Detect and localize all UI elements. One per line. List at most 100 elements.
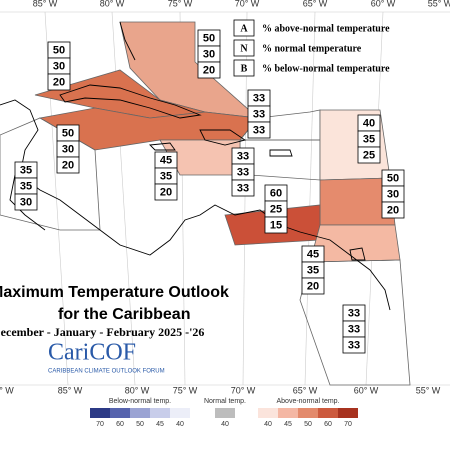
probability: 30 (20, 196, 32, 208)
colorbar-cell (338, 408, 358, 418)
prob-box (14, 193, 38, 211)
longitude-label: 65° W (303, 0, 328, 8)
longitude-label: 80° W (125, 385, 150, 395)
subtitle: December - January - February 2025 -'26 (0, 325, 204, 339)
prob-box (357, 146, 381, 164)
probability: 35 (20, 180, 32, 192)
longitude-label: 70° W (231, 385, 256, 395)
colorbar-label: Above-normal temp. (276, 398, 339, 405)
key-letter: A (240, 23, 248, 34)
probability: 33 (253, 92, 265, 104)
probability: 33 (253, 108, 265, 120)
key-letter: B (241, 63, 248, 74)
colorbar-tick: 40 (176, 421, 184, 428)
colorbar-cell (258, 408, 278, 418)
key-text: % normal temperature (262, 43, 362, 54)
prob-box (56, 156, 80, 174)
colorbar-cell (215, 408, 235, 418)
colorbar-cell (318, 408, 338, 418)
colorbar-label: Normal temp. (204, 398, 246, 405)
probability: 30 (53, 60, 65, 72)
colorbar-tick: 70 (344, 421, 352, 428)
probability: 20 (160, 186, 172, 198)
probability: 33 (348, 323, 360, 335)
prob-box (381, 201, 405, 219)
colorbar-tick: 60 (116, 421, 124, 428)
longitude-label: 75° W (173, 385, 198, 395)
colorbar-tick: 60 (324, 421, 332, 428)
probability: 35 (20, 164, 32, 176)
prob-box (47, 73, 71, 91)
logo-subtitle: CARIBBEAN CLIMATE OUTLOOK FORUM (48, 369, 165, 375)
title: for the Caribbean (58, 306, 190, 323)
prob-box (342, 336, 366, 354)
colorbar-cell (90, 408, 110, 418)
probability: 50 (53, 44, 65, 56)
probability: 15 (270, 219, 282, 231)
longitude-label: 65° W (293, 385, 318, 395)
key-box (233, 19, 255, 37)
probability: 30 (203, 48, 215, 60)
probability: 20 (62, 159, 74, 171)
probability: 45 (160, 154, 172, 166)
key-box (233, 39, 255, 57)
probability: 30 (387, 188, 399, 200)
probability: 45 (307, 248, 319, 260)
longitude-label: 55° W (416, 385, 441, 395)
key-text: % below-normal temperature (262, 63, 390, 74)
colorbar-tick: 45 (284, 421, 292, 428)
prob-box (154, 183, 178, 201)
probability: 33 (237, 182, 249, 194)
colorbar-cell (130, 408, 150, 418)
colorbar-tick: 50 (304, 421, 312, 428)
colorbar-cell (150, 408, 170, 418)
colorbar-cell (298, 408, 318, 418)
key-text: % above-normal temperature (262, 23, 390, 34)
title: Maximum Temperature Outlook (0, 284, 229, 301)
colorbar-cell (110, 408, 130, 418)
probability: 33 (237, 166, 249, 178)
key-box (233, 59, 255, 77)
prob-box (247, 121, 271, 139)
probability: 40 (363, 117, 375, 129)
probability: 60 (270, 187, 282, 199)
probability: 30 (62, 143, 74, 155)
longitude-label: 55° W (428, 0, 450, 8)
key-letter: N (240, 43, 248, 54)
probability: 35 (160, 170, 172, 182)
probability: 20 (203, 64, 215, 76)
colorbar-tick: 50 (136, 421, 144, 428)
longitude-label: 80° W (100, 0, 125, 8)
longitude-label: 85° W (33, 0, 58, 8)
probability: 20 (307, 280, 319, 292)
probability: 20 (53, 76, 65, 88)
probability: 50 (387, 172, 399, 184)
colorbar-label: Below-normal temp. (109, 398, 171, 405)
logo: CariCOF (48, 340, 136, 366)
probability: 33 (348, 339, 360, 351)
probability: 33 (348, 307, 360, 319)
longitude-label: 85° W (58, 385, 83, 395)
probability: 50 (203, 32, 215, 44)
probability: 35 (307, 264, 319, 276)
colorbar-tick: 45 (156, 421, 164, 428)
probability: 33 (253, 124, 265, 136)
prob-box (231, 179, 255, 197)
colorbar-cell (278, 408, 298, 418)
probability: 50 (62, 127, 74, 139)
colorbar-tick: 40 (264, 421, 272, 428)
prob-box (301, 277, 325, 295)
probability: 33 (237, 150, 249, 162)
longitude-label: 60° W (354, 385, 379, 395)
colorbar-cell (170, 408, 190, 418)
longitude-label: 70° W (235, 0, 260, 8)
longitude-label: 60° W (371, 0, 396, 8)
colorbar-tick: 40 (221, 421, 229, 428)
probability: 20 (387, 204, 399, 216)
longitude-label: 0° W (0, 385, 14, 395)
prob-box (264, 216, 288, 234)
probability: 35 (363, 133, 375, 145)
colorbar-tick: 70 (96, 421, 104, 428)
longitude-label: 75° W (168, 0, 193, 8)
